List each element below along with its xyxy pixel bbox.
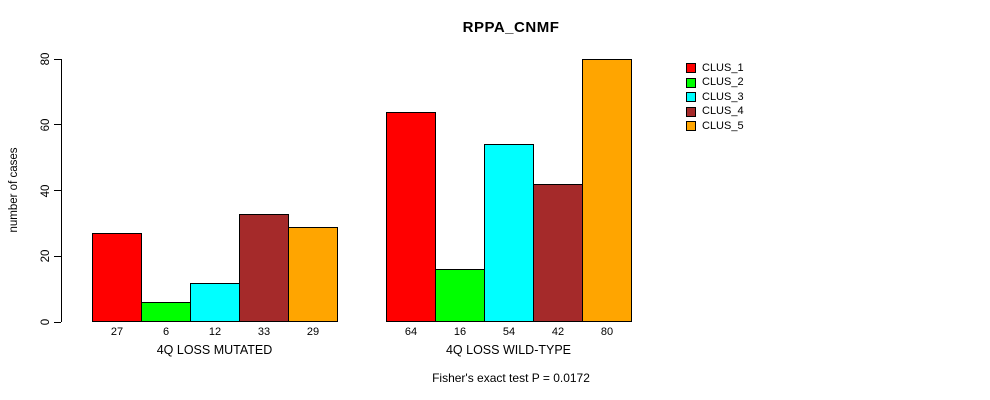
bar-clus_1-group1 [92,233,142,322]
y-tick [54,124,61,126]
bar-clus_4-group1 [239,214,289,322]
legend-swatch-icon [686,121,696,132]
y-tick [54,190,61,191]
bar-value-label: 64 [404,326,418,338]
y-tick-label: 0 [40,318,52,326]
legend-item-clus_5: CLUS_5 [686,119,744,134]
bar-clus_3-group1 [190,283,240,322]
y-tick-label: 80 [40,52,52,66]
legend-label: CLUS_3 [702,90,744,103]
legend-label: CLUS_1 [702,61,744,74]
bar-value-label: 42 [551,326,565,338]
group-label-2: 4Q LOSS WILD-TYPE [445,343,572,357]
legend-label: CLUS_2 [702,76,744,89]
y-tick-label: 60 [40,118,52,132]
y-axis-line [61,59,62,322]
y-tick [54,321,61,323]
plot-area: 0 20 40 60 80 [40,53,762,325]
bar-clus_1-group2 [386,112,436,322]
bar-value-label: 29 [306,326,320,338]
legend-item-clus_2: CLUS_2 [686,76,744,91]
legend-label: CLUS_5 [702,119,744,132]
legend: CLUS_1 CLUS_2 CLUS_3 CLUS_4 CLUS_5 [686,61,744,134]
group-label-1: 4Q LOSS MUTATED [156,343,273,357]
bar-clus_4-group2 [533,184,583,322]
y-tick-label: 20 [40,249,52,263]
bar-clus_2-group2 [435,269,485,322]
bar-value-label: 16 [453,326,467,338]
y-tick [54,255,61,257]
y-axis-label: number of cases [8,147,20,233]
bar-clus_2-group1 [141,302,191,322]
bar-value-label: 80 [600,326,614,338]
bar-value-label: 27 [110,326,124,338]
legend-label: CLUS_4 [702,105,744,118]
bar-value-label: 33 [257,326,271,338]
bar-clus_5-group2 [582,59,632,322]
bar-value-label: 12 [208,326,222,338]
bar-clus_5-group1 [288,227,338,322]
legend-item-clus_4: CLUS_4 [686,105,744,120]
legend-item-clus_1: CLUS_1 [686,61,744,76]
bar-clus_3-group2 [484,144,534,322]
legend-item-clus_3: CLUS_3 [686,90,744,105]
y-tick [54,58,61,60]
legend-swatch-icon [686,92,696,103]
annotation-text: Fisher's exact test P = 0.0172 [432,371,590,385]
legend-swatch-icon [686,63,696,74]
bar-value-label: 6 [162,326,170,338]
bar-value-label: 54 [502,326,516,338]
y-tick-label: 40 [40,184,52,197]
chart-title: RPPA_CNMF [462,19,560,36]
legend-swatch-icon [686,77,696,88]
legend-swatch-icon [686,106,696,117]
